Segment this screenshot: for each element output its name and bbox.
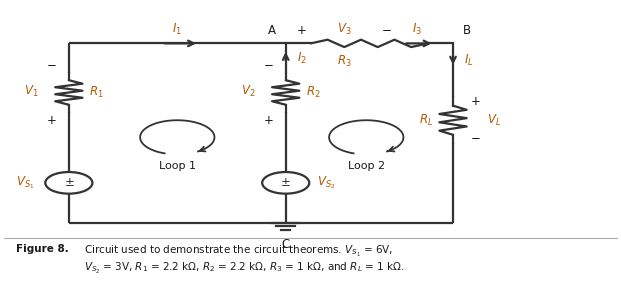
Text: +: + <box>47 114 57 127</box>
Text: $I_L$: $I_L$ <box>464 53 474 68</box>
Text: $V_{S_2}$ = 3V, $R_1$ = 2.2 kΩ, $R_2$ = 2.2 kΩ, $R_3$ = 1 kΩ, and $R_L$ = 1 kΩ.: $V_{S_2}$ = 3V, $R_1$ = 2.2 kΩ, $R_2$ = … <box>84 261 405 276</box>
Text: −: − <box>382 24 392 37</box>
Text: $R_L$: $R_L$ <box>419 113 433 128</box>
Text: $V_{S_2}$: $V_{S_2}$ <box>317 174 335 191</box>
Text: Loop 2: Loop 2 <box>348 162 385 172</box>
Text: A: A <box>268 24 276 37</box>
Text: −: − <box>47 59 57 72</box>
Text: $I_3$: $I_3$ <box>412 22 422 37</box>
Text: $\pm$: $\pm$ <box>281 176 291 189</box>
Text: $V_3$: $V_3$ <box>337 22 352 37</box>
Text: Circuit used to demonstrate the circuit theorems. $V_{S_1}$ = 6V,: Circuit used to demonstrate the circuit … <box>84 244 394 259</box>
Text: $\pm$: $\pm$ <box>63 176 74 189</box>
Text: B: B <box>463 24 471 37</box>
Text: $R_3$: $R_3$ <box>337 54 352 69</box>
Text: $R_1$: $R_1$ <box>89 85 103 100</box>
Text: Figure 8.: Figure 8. <box>16 244 69 254</box>
Text: $V_L$: $V_L$ <box>487 113 501 128</box>
Text: $I_2$: $I_2$ <box>297 51 307 66</box>
Text: $V_{S_1}$: $V_{S_1}$ <box>16 174 35 191</box>
Text: +: + <box>263 114 273 127</box>
Text: $I_1$: $I_1$ <box>172 22 182 37</box>
Text: +: + <box>470 95 480 108</box>
Text: Loop 1: Loop 1 <box>159 162 196 172</box>
Text: $V_1$: $V_1$ <box>24 84 39 99</box>
Text: −: − <box>470 132 480 145</box>
Text: $R_2$: $R_2$ <box>306 85 320 100</box>
Text: $V_2$: $V_2$ <box>242 84 256 99</box>
Text: −: − <box>263 59 273 72</box>
Text: C: C <box>281 238 290 251</box>
Text: +: + <box>297 24 307 37</box>
